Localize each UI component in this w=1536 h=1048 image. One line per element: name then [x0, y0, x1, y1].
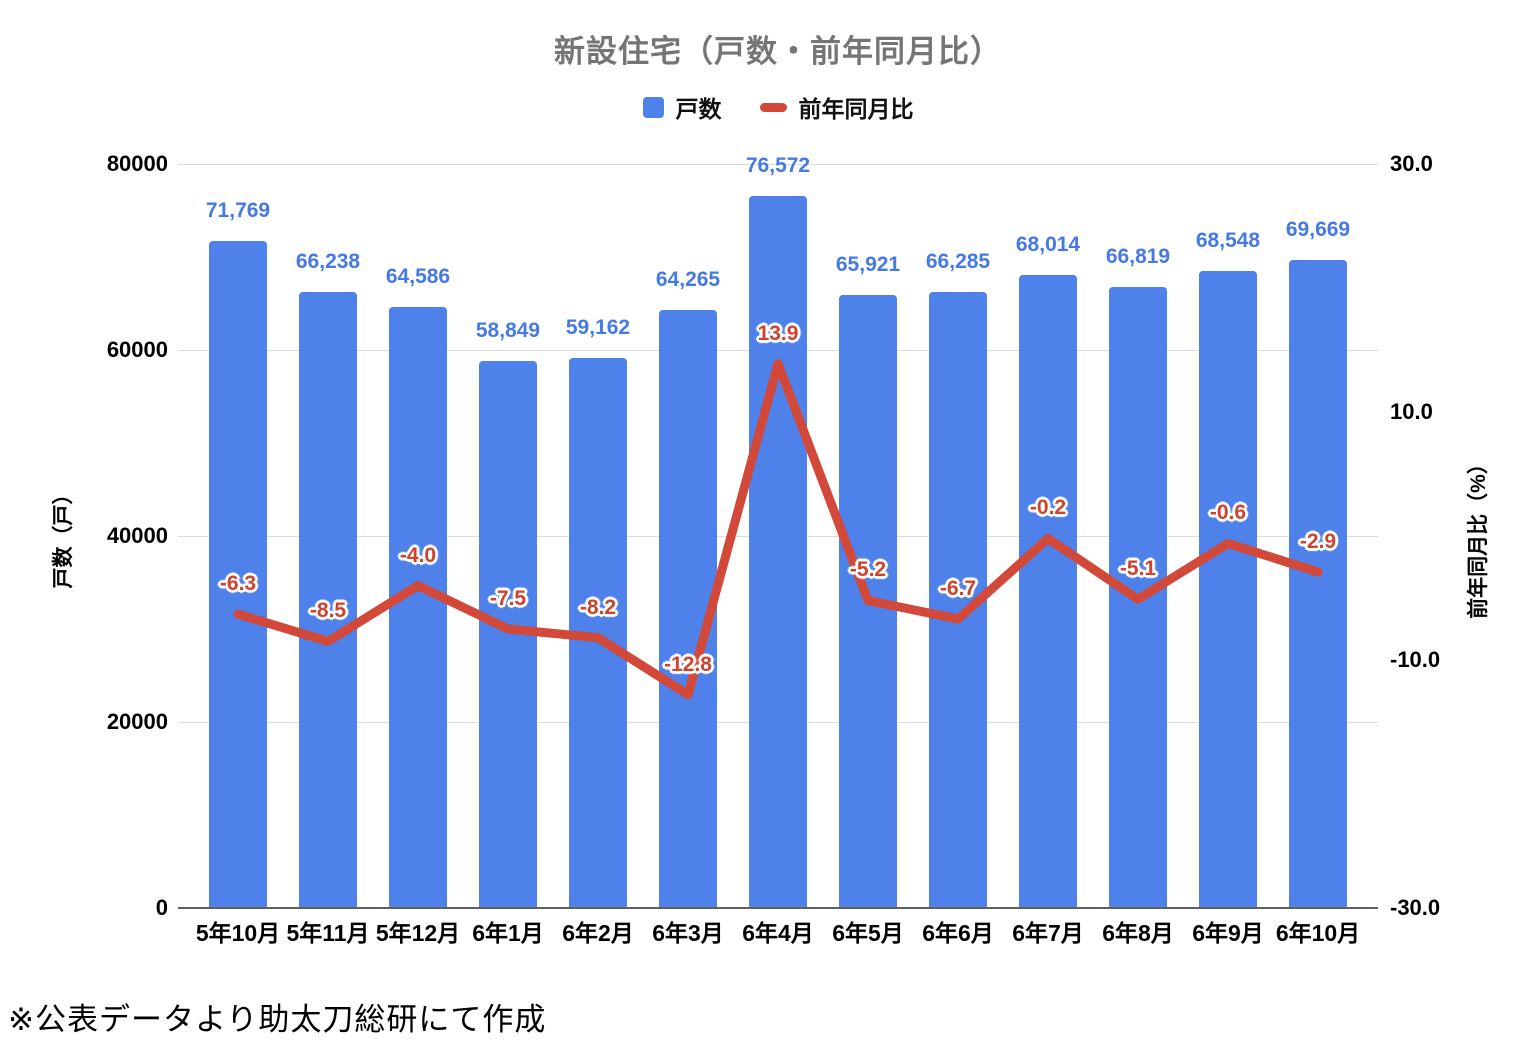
- bar: [749, 195, 807, 908]
- yoy-point-label: -0.6: [1209, 501, 1247, 525]
- bar: [209, 240, 267, 908]
- x-axis-label: 5年10月: [195, 920, 281, 946]
- bar-value-label: 66,819: [1105, 244, 1171, 268]
- yoy-point-label: -6.3: [219, 572, 257, 596]
- left-axis-tick-label: 40000: [106, 523, 168, 548]
- yoy-point-label: -7.5: [489, 587, 527, 610]
- yoy-point-label: -5.1: [1119, 557, 1157, 581]
- footer-note: ※公表データより助太刀総研にて作成: [8, 1002, 547, 1037]
- yoy-point-label: -8.5: [309, 599, 347, 623]
- x-axis-label: 6年5月: [832, 920, 904, 946]
- chart-title: 新設住宅（戸数・前年同月比）: [554, 34, 1002, 69]
- yoy-series-label: 前年同月比: [798, 96, 914, 122]
- x-axis-label: 6年1月: [472, 920, 544, 946]
- x-axis-label: 6年3月: [652, 920, 724, 946]
- units-series-swatch-icon: [642, 96, 664, 118]
- yoy-point-label: -12.8: [664, 652, 712, 676]
- bar: [1289, 260, 1347, 908]
- left-axis-tick-label: 20000: [106, 709, 168, 734]
- yoy-point-label: -2.9: [1299, 529, 1337, 553]
- right-axis-title: 前年同月比（%）: [1467, 453, 1490, 619]
- x-axis-label: 6年7月: [1012, 920, 1084, 946]
- right-axis-tick-label: -10.0: [1390, 647, 1441, 672]
- bar: [389, 307, 447, 908]
- yoy-point-label: -5.2: [849, 558, 887, 582]
- yoy-point-label: -0.2: [1029, 496, 1067, 520]
- x-axis-label: 6年8月: [1102, 920, 1174, 946]
- bar-value-label: 68,548: [1195, 228, 1261, 252]
- yoy-point-label: 13.9: [757, 321, 799, 345]
- yoy-line: [233, 359, 1323, 700]
- plot-area: 71,769 66,238 64,586 58,849 59,162 64,265 76,5…: [178, 154, 1378, 909]
- bar-value-label: 64,265: [655, 268, 721, 292]
- yoy-series-swatch-icon: [759, 102, 787, 112]
- bar-value-label: 66,285: [925, 249, 991, 273]
- x-axis-label: 5年11月: [286, 920, 370, 946]
- yoy-point-label: -6.7: [939, 577, 977, 601]
- bar-value-label: 64,586: [385, 265, 451, 289]
- gridline: [178, 164, 1378, 165]
- yoy-point-label: -8.2: [579, 595, 617, 619]
- right-axis-tick-label: 30.0: [1390, 151, 1433, 176]
- bar-value-label: 59,162: [565, 315, 631, 339]
- bar-value-label: 58,849: [475, 318, 541, 342]
- bar-value-label: 76,572: [745, 153, 811, 177]
- x-axis-label: 6年4月: [742, 920, 814, 946]
- x-axis-label: 6年10月: [1275, 920, 1361, 946]
- bar-value-label: 69,669: [1285, 218, 1351, 242]
- bar: [1199, 270, 1257, 908]
- left-axis-tick-label: 60000: [106, 337, 168, 362]
- right-axis-tick-label: 10.0: [1390, 399, 1433, 424]
- yoy-point-label: -4.0: [399, 543, 437, 567]
- x-axis-label: 5年12月: [375, 920, 461, 946]
- bar-value-label: 66,238: [295, 249, 361, 273]
- x-axis-label: 6年6月: [922, 920, 994, 946]
- bar-value-label: 68,014: [1015, 233, 1081, 257]
- bar: [299, 292, 357, 908]
- legend-item-units: 戸数: [642, 90, 722, 124]
- x-axis-label: 6年2月: [562, 920, 634, 946]
- right-axis-tick-label: -30.0: [1390, 895, 1441, 920]
- x-axis-label: 6年9月: [1192, 920, 1264, 946]
- x-axis-baseline: [178, 907, 1378, 909]
- left-axis-tick-label: 80000: [106, 151, 168, 176]
- bar: [1019, 275, 1077, 908]
- legend-item-yoy: 前年同月比: [759, 90, 914, 124]
- left-axis-tick-label: 0: [155, 895, 168, 920]
- units-series-label: 戸数: [675, 96, 722, 122]
- bar-value-label: 65,921: [835, 252, 901, 276]
- bar-value-label: 71,769: [205, 198, 271, 222]
- legend: 戸数 前年同月比: [178, 90, 1378, 124]
